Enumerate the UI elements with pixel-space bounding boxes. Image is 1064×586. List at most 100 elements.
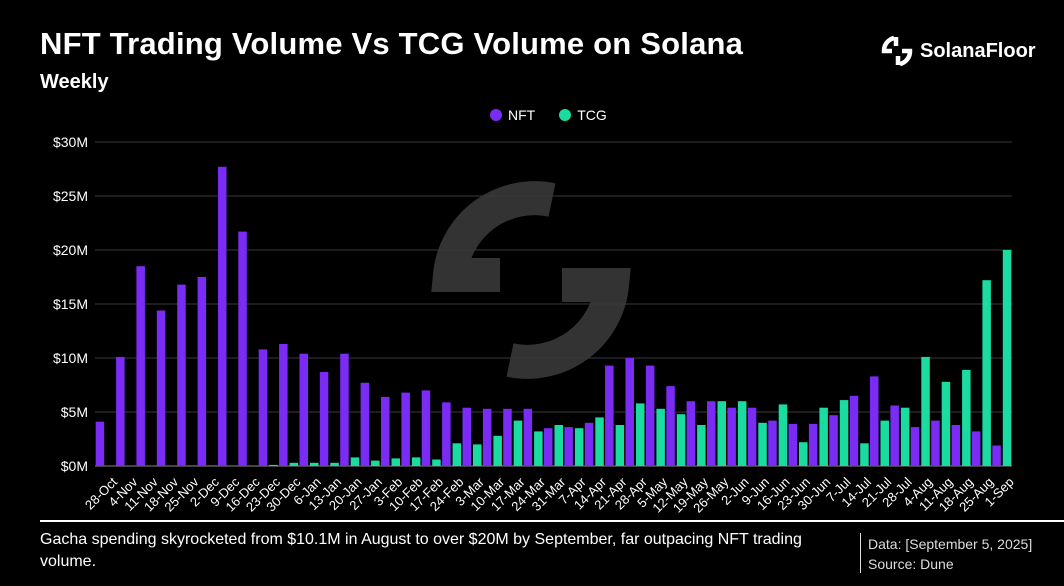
bar-nft [890,405,899,466]
bar-tcg [289,462,299,466]
bar-tcg [208,465,217,466]
bar-nft [951,425,961,466]
bar-tcg [330,462,339,466]
brand-name: SolanaFloor [920,39,1036,62]
y-tick-label: $10M [53,350,88,366]
y-tick-label: $0M [61,458,88,474]
bar-nft [870,376,879,466]
bar-nft [156,310,166,466]
bar-tcg [737,401,747,466]
bar-nft [116,356,125,466]
bar-nft [747,407,757,466]
solanafloor-logo-icon [881,35,913,67]
data-source: Source: Dune [868,556,954,572]
bar-nft [401,392,410,466]
bar-nft [299,353,308,466]
bar-tcg [350,457,360,466]
bar-tcg [574,428,584,466]
footer-separator [860,533,861,573]
bar-tcg [839,400,849,466]
bar-nft [258,349,268,466]
legend-item-tcg: TCG [559,107,607,123]
legend-swatch-tcg [559,109,572,121]
bar-nft [197,277,207,466]
bar-tcg [982,280,991,466]
bar-nft [381,396,390,466]
bar-nft [360,382,370,466]
bar-nft [421,390,431,466]
footer-divider [40,520,1064,522]
bar-tcg [676,414,686,466]
bar-tcg [513,420,523,466]
chart-legend: NFT TCG [490,107,607,123]
bar-nft [625,358,634,466]
y-tick-label: $25M [53,188,88,204]
bar-tcg [799,442,808,466]
bar-tcg [493,435,502,466]
bar-nft [177,284,186,466]
bar-nft [768,420,777,466]
bar-tcg [778,404,788,466]
bar-tcg [310,462,319,466]
bar-nft [727,407,736,466]
legend-item-nft: NFT [490,107,535,123]
bar-tcg [819,407,828,466]
bar-chart: $0M $5M $10M $15M $20M $25M $30M 28-Oct4-Nov11… [53,134,1017,516]
y-axis-ticks: $0M $5M $10M $15M $20M $25M $30M [53,134,88,474]
bar-tcg [534,431,543,466]
bar-nft [482,408,492,466]
bar-nft [707,401,716,466]
chart-subtitle: Weekly [40,71,109,93]
bar-tcg [900,407,910,466]
bar-tcg [615,425,625,466]
y-tick-label: $20M [53,242,88,258]
bar-nft [971,431,981,466]
bar-tcg [411,457,421,466]
bar-tcg [1002,250,1012,466]
legend-swatch-nft [490,109,502,121]
bar-nft [666,386,675,466]
bar-tcg [962,369,971,466]
bar-nft [95,421,105,466]
bar-tcg [717,401,726,466]
bar-nft [442,402,451,466]
bar-tcg [187,465,197,466]
y-tick-label: $15M [53,296,88,312]
bar-nft [686,401,696,466]
bar-nft [319,372,329,466]
bar-tcg [656,408,665,466]
bar-tcg [473,444,482,466]
bar-nft [523,408,533,466]
bars [95,166,1012,467]
bar-tcg [758,422,767,466]
bar-tcg [554,425,563,466]
chart-caption: Gacha spending skyrocketed from $10.1M i… [40,531,802,570]
bar-tcg [432,459,441,466]
y-tick-label: $5M [61,404,88,420]
bar-tcg [269,464,278,466]
bar-nft [788,423,797,466]
bar-nft [503,408,512,466]
bar-tcg [595,417,604,466]
bar-nft [849,395,859,466]
bar-tcg [941,381,951,466]
bar-nft [605,365,614,466]
bar-nft [340,353,349,466]
watermark-logo-icon [431,181,631,379]
bar-nft [829,415,838,466]
bar-nft [238,231,247,466]
bar-nft [584,422,594,466]
brand: SolanaFloor [880,34,1036,68]
bar-nft [279,344,288,466]
bar-nft [645,365,655,466]
bar-tcg [880,420,889,466]
bar-tcg [636,403,645,466]
bar-nft [931,420,940,466]
bar-nft [218,166,227,467]
footer-sources: Data: [September 5, 2025] Source: Dune [868,534,1032,574]
legend-label-nft: NFT [508,107,536,123]
bar-tcg [921,356,930,466]
bar-nft [910,427,920,466]
bar-tcg [391,458,400,466]
bar-nft [808,423,818,466]
